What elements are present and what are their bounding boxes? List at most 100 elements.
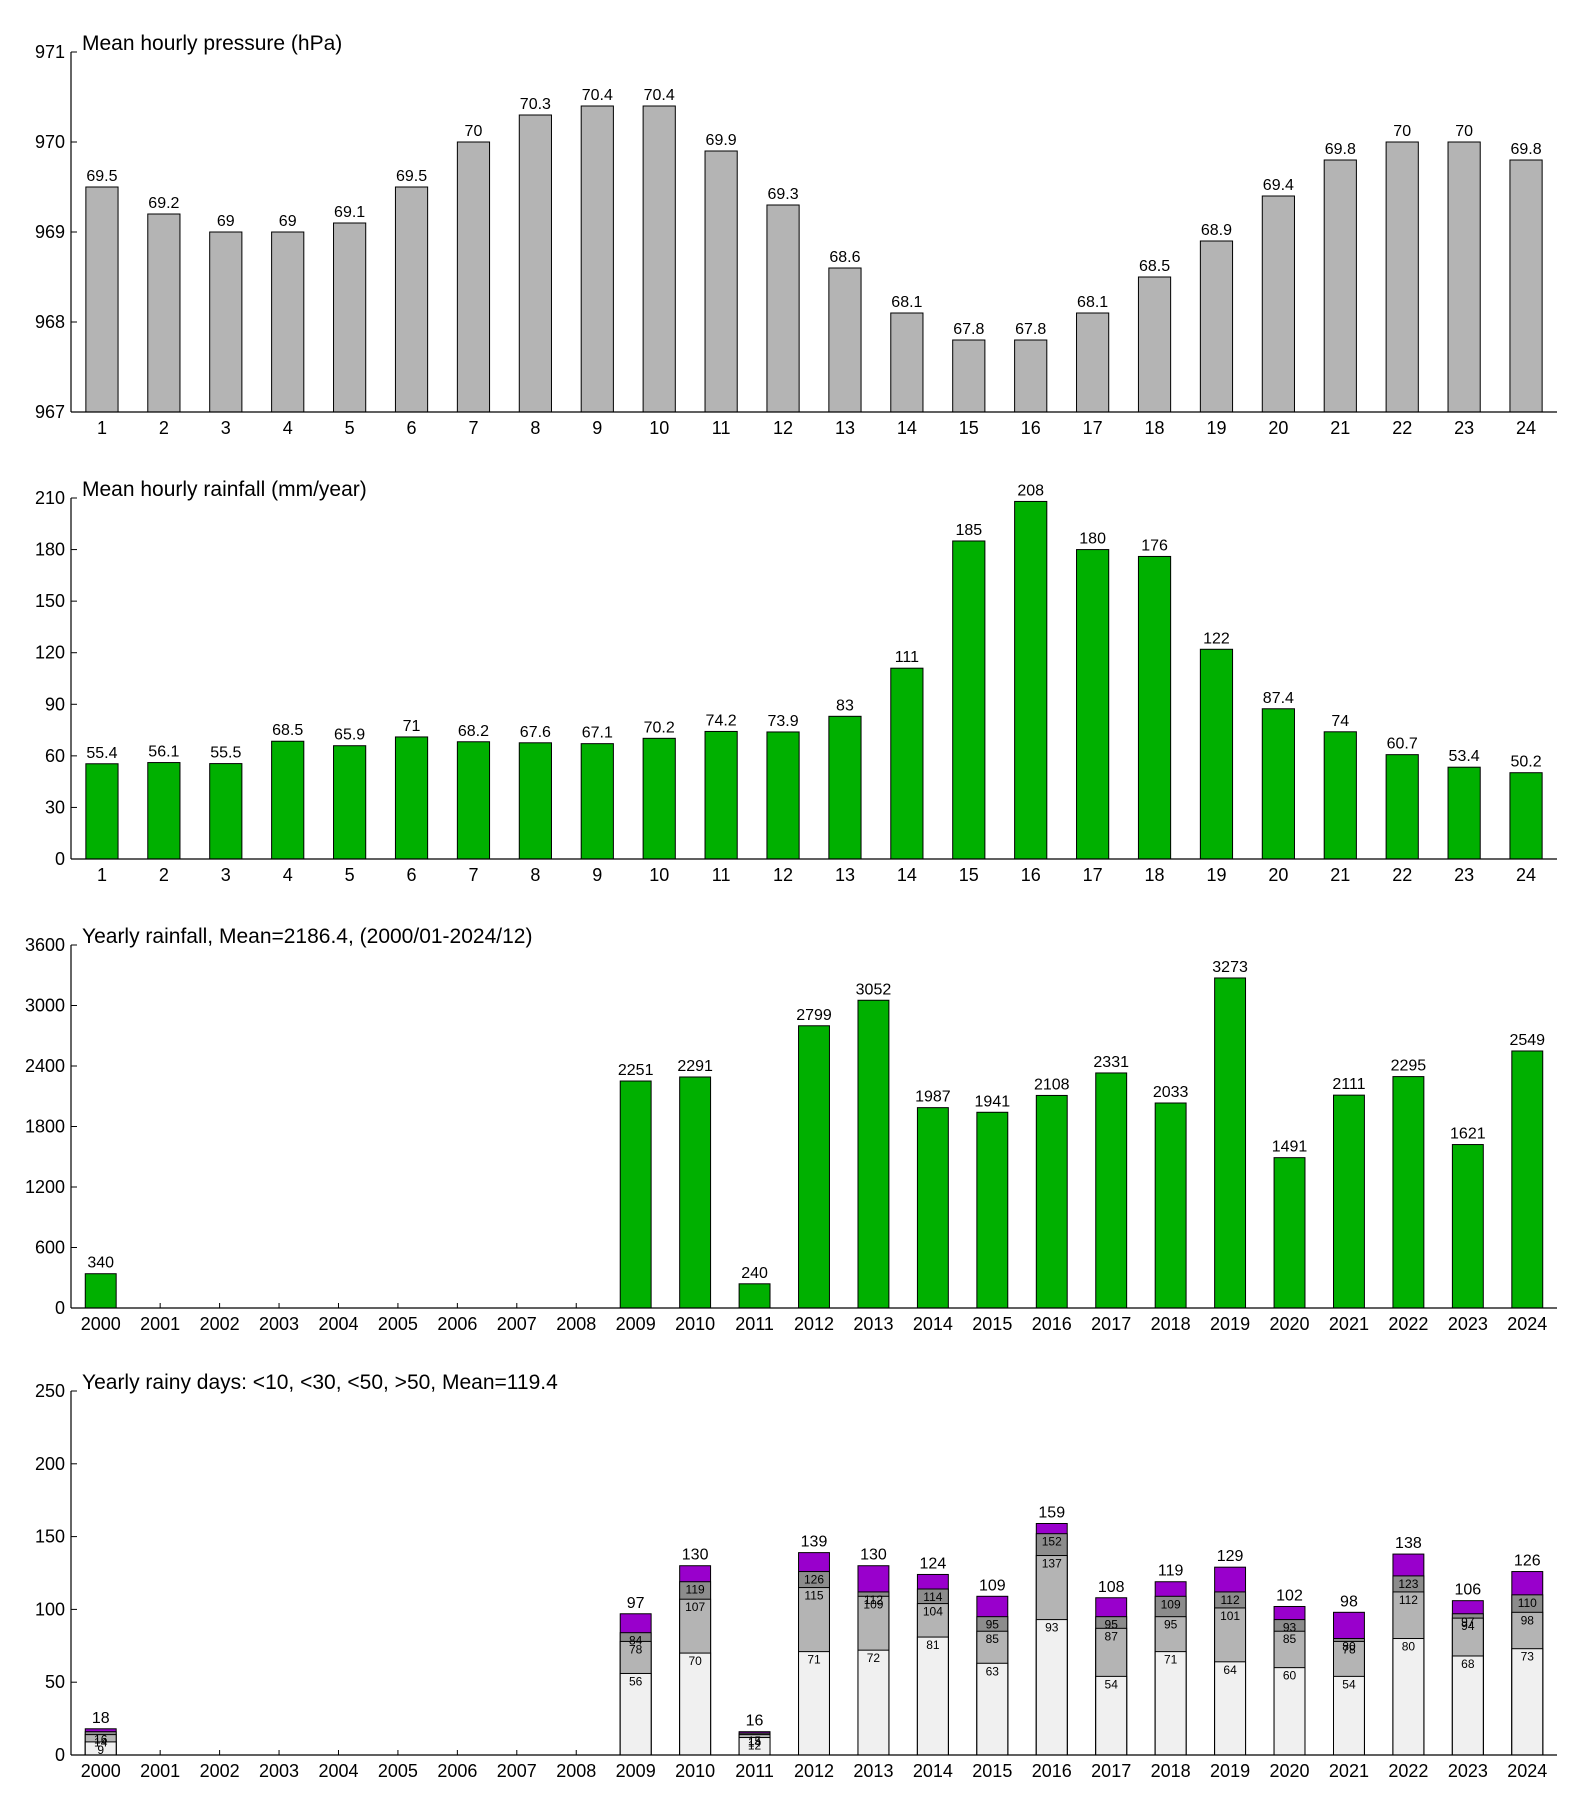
value-label: 107: [685, 1600, 705, 1614]
x-tick-label: 11: [712, 418, 731, 438]
value-label: 124: [920, 1555, 947, 1572]
x-tick-label: 22: [1392, 865, 1412, 885]
y-tick-label: 50: [45, 1672, 65, 1692]
bar: [828, 715, 862, 860]
x-tick-label: 8: [530, 418, 540, 438]
bar: [85, 763, 119, 860]
value-label: 112: [1221, 1593, 1240, 1607]
bar: [857, 999, 890, 1309]
value-label: 84: [629, 1634, 643, 1648]
bar-segment: [679, 1652, 712, 1756]
bar: [333, 745, 367, 860]
bar: [679, 1076, 712, 1309]
value-label: 70.4: [644, 87, 675, 104]
bar: [798, 1025, 830, 1309]
value-label: 104: [923, 1605, 943, 1619]
value-label: 102: [1276, 1587, 1303, 1604]
y-tick-label: 200: [35, 1454, 65, 1474]
value-label: 95: [986, 1618, 1000, 1632]
bar: [1076, 312, 1110, 413]
bar-segment: [798, 1651, 830, 1756]
y-tick-label: 3000: [25, 996, 65, 1016]
value-label: 68.2: [458, 723, 489, 740]
x-tick-label: 2001: [140, 1761, 180, 1781]
value-label: 95: [1164, 1618, 1178, 1632]
bar: [85, 186, 119, 413]
x-tick-label: 2019: [1210, 1314, 1250, 1334]
value-label: 78: [629, 1642, 643, 1656]
x-tick-label: 18: [1145, 865, 1165, 885]
x-tick-label: 2006: [437, 1314, 477, 1334]
x-tick-label: 7: [468, 418, 478, 438]
x-tick-label: 2000: [81, 1761, 121, 1781]
value-label: 56: [629, 1674, 643, 1688]
value-label: 60.7: [1387, 736, 1418, 753]
y-tick-label: 0: [55, 849, 65, 869]
value-label: 1987: [915, 1089, 951, 1106]
value-label: 101: [1220, 1609, 1240, 1623]
value-label: 340: [87, 1255, 114, 1272]
bar: [394, 736, 429, 860]
value-label: 83: [836, 697, 854, 714]
bar-segment: [619, 1672, 652, 1756]
x-tick-label: 17: [1083, 418, 1103, 438]
x-tick-label: 2: [159, 418, 169, 438]
bar: [518, 114, 552, 413]
x-tick-label: 2014: [913, 1761, 953, 1781]
y-tick-label: 100: [35, 1599, 65, 1619]
bar-segment: [976, 1662, 1009, 1756]
value-label: 67.8: [1015, 321, 1046, 338]
x-tick-label: 2008: [556, 1761, 596, 1781]
x-tick-label: 4: [283, 865, 293, 885]
x-tick-label: 2016: [1032, 1314, 1072, 1334]
bar: [1199, 240, 1234, 413]
x-tick-label: 2003: [259, 1314, 299, 1334]
x-tick-label: 20: [1268, 865, 1288, 885]
x-tick-label: 3: [221, 418, 231, 438]
value-label: 64: [1223, 1663, 1237, 1677]
value-label: 67.8: [953, 321, 984, 338]
value-label: 53.4: [1449, 748, 1480, 765]
bar: [333, 222, 367, 413]
x-tick-label: 2024: [1507, 1314, 1547, 1334]
value-label: 97: [627, 1595, 645, 1612]
x-tick-label: 2022: [1388, 1761, 1428, 1781]
value-label: 81: [926, 1638, 940, 1652]
x-tick-label: 14: [897, 865, 917, 885]
value-label: 2111: [1332, 1076, 1365, 1093]
value-label: 69.1: [334, 204, 365, 221]
bar-segment: [1333, 1675, 1365, 1756]
y-tick-label: 971: [35, 42, 65, 62]
value-label: 73: [1521, 1650, 1535, 1664]
value-label: 16: [746, 1713, 764, 1730]
value-label: 74: [1331, 713, 1349, 730]
value-label: 2033: [1153, 1084, 1189, 1101]
bar: [1509, 772, 1543, 860]
value-label: 95: [1105, 1618, 1119, 1632]
value-label: 55.5: [210, 745, 241, 762]
bar-segment: [1035, 1619, 1068, 1756]
value-label: 126: [804, 1573, 824, 1587]
value-label: 50.2: [1510, 754, 1541, 771]
value-label: 71: [1164, 1653, 1178, 1667]
value-label: 56.1: [148, 744, 179, 761]
value-label: 138: [1395, 1535, 1422, 1552]
value-label: 1941: [975, 1093, 1011, 1110]
value-label: 73.9: [767, 713, 798, 730]
x-tick-label: 2010: [675, 1761, 715, 1781]
value-label: 70: [1393, 123, 1411, 140]
bar: [1385, 141, 1419, 413]
chart-title: Yearly rainfall, Mean=2186.4, (2000/01-2…: [82, 925, 532, 948]
bar: [518, 742, 552, 860]
value-label: 68.1: [891, 294, 922, 311]
x-tick-label: 16: [1021, 865, 1041, 885]
bar: [1199, 648, 1234, 860]
x-tick-label: 2023: [1448, 1761, 1488, 1781]
x-tick-label: 18: [1145, 418, 1165, 438]
value-label: 54: [1105, 1677, 1119, 1691]
bar: [1014, 339, 1048, 413]
x-tick-label: 1: [97, 865, 107, 885]
x-tick-label: 2: [159, 865, 169, 885]
bar: [738, 1283, 771, 1309]
x-tick-label: 2002: [200, 1314, 240, 1334]
